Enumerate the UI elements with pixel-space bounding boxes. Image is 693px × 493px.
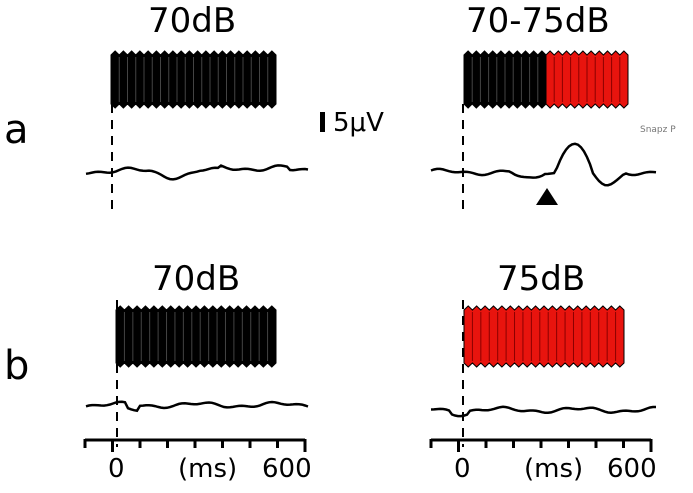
tone-block-b-right xyxy=(463,305,625,368)
panel-a-right-title: 70-75dB xyxy=(466,1,610,41)
panel-b-left-title: 70dB xyxy=(152,259,241,299)
mmn-marker-triangle xyxy=(536,188,558,205)
scale-bar-label: 5μV xyxy=(333,108,384,138)
row-a-label: a xyxy=(4,107,29,153)
row-b-label: b xyxy=(4,343,30,389)
left-axis-end-label: 600 xyxy=(262,454,312,484)
right-axis-start-label: 0 xyxy=(454,454,471,484)
trace-b-right xyxy=(430,405,656,418)
left-axis-unit-label: (ms) xyxy=(178,454,238,484)
left-axis-start-label: 0 xyxy=(108,454,125,484)
panel-b-right-title: 75dB xyxy=(497,259,586,299)
trace-a-right xyxy=(430,142,657,187)
right-axis-unit-label: (ms) xyxy=(524,454,584,484)
trace-b-left xyxy=(85,400,309,413)
panel-a-left-title: 70dB xyxy=(148,1,237,41)
right-axis-end-label: 600 xyxy=(607,454,657,484)
scale-bar xyxy=(320,112,325,132)
trace-a-left xyxy=(85,164,309,181)
tone-block-b-left xyxy=(115,305,277,368)
watermark-text: Snapz P xyxy=(640,125,676,135)
